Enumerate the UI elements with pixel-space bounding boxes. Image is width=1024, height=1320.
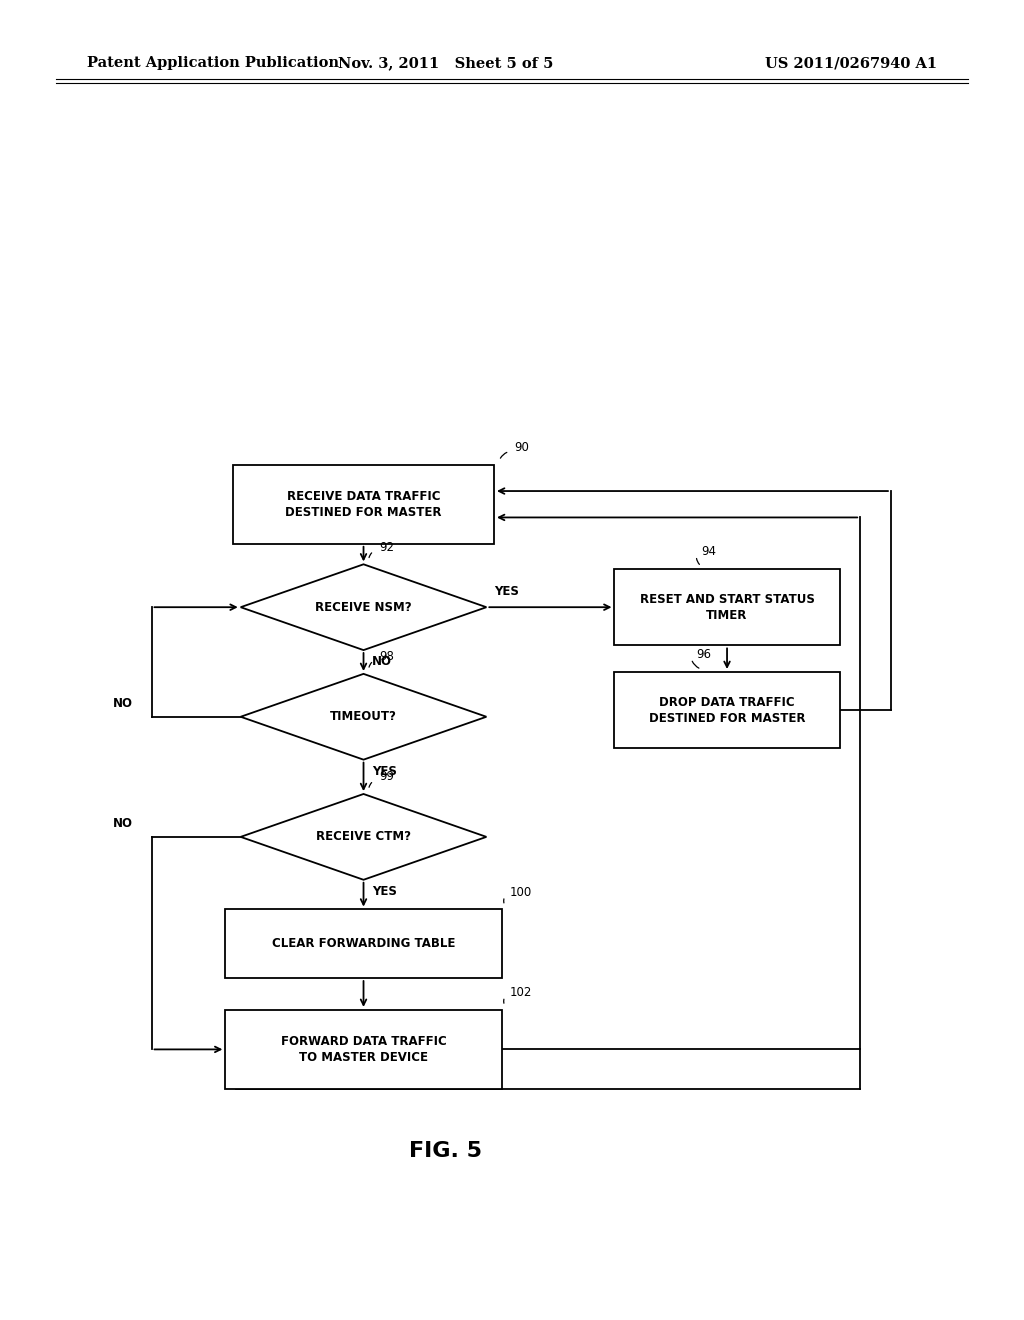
Text: 96: 96 — [696, 648, 712, 661]
Polygon shape — [241, 673, 486, 759]
Text: 94: 94 — [701, 545, 717, 558]
Polygon shape — [241, 795, 486, 879]
Text: NO: NO — [113, 697, 133, 710]
Text: RECEIVE DATA TRAFFIC
DESTINED FOR MASTER: RECEIVE DATA TRAFFIC DESTINED FOR MASTER — [286, 490, 441, 519]
Text: FORWARD DATA TRAFFIC
TO MASTER DEVICE: FORWARD DATA TRAFFIC TO MASTER DEVICE — [281, 1035, 446, 1064]
FancyBboxPatch shape — [225, 1010, 502, 1089]
FancyBboxPatch shape — [232, 465, 494, 544]
Text: Nov. 3, 2011   Sheet 5 of 5: Nov. 3, 2011 Sheet 5 of 5 — [338, 57, 553, 70]
Text: YES: YES — [495, 585, 519, 598]
Text: 100: 100 — [510, 886, 532, 899]
Text: TIMEOUT?: TIMEOUT? — [330, 710, 397, 723]
Text: NO: NO — [372, 655, 392, 668]
Text: 98: 98 — [379, 651, 394, 663]
FancyBboxPatch shape — [614, 672, 840, 748]
Polygon shape — [241, 565, 486, 649]
Text: Patent Application Publication: Patent Application Publication — [87, 57, 339, 70]
FancyBboxPatch shape — [225, 909, 502, 978]
Text: YES: YES — [372, 766, 396, 777]
FancyBboxPatch shape — [614, 569, 840, 645]
Text: RECEIVE CTM?: RECEIVE CTM? — [316, 830, 411, 843]
Text: 102: 102 — [510, 986, 532, 999]
Text: RECEIVE NSM?: RECEIVE NSM? — [315, 601, 412, 614]
Text: 92: 92 — [379, 541, 394, 554]
Text: DROP DATA TRAFFIC
DESTINED FOR MASTER: DROP DATA TRAFFIC DESTINED FOR MASTER — [649, 696, 805, 725]
Text: 90: 90 — [514, 441, 529, 454]
Text: CLEAR FORWARDING TABLE: CLEAR FORWARDING TABLE — [271, 937, 456, 950]
Text: RESET AND START STATUS
TIMER: RESET AND START STATUS TIMER — [640, 593, 814, 622]
Text: US 2011/0267940 A1: US 2011/0267940 A1 — [765, 57, 937, 70]
Text: YES: YES — [372, 884, 396, 898]
Text: 99: 99 — [379, 771, 394, 784]
Text: FIG. 5: FIG. 5 — [409, 1140, 482, 1162]
Text: NO: NO — [113, 817, 133, 830]
